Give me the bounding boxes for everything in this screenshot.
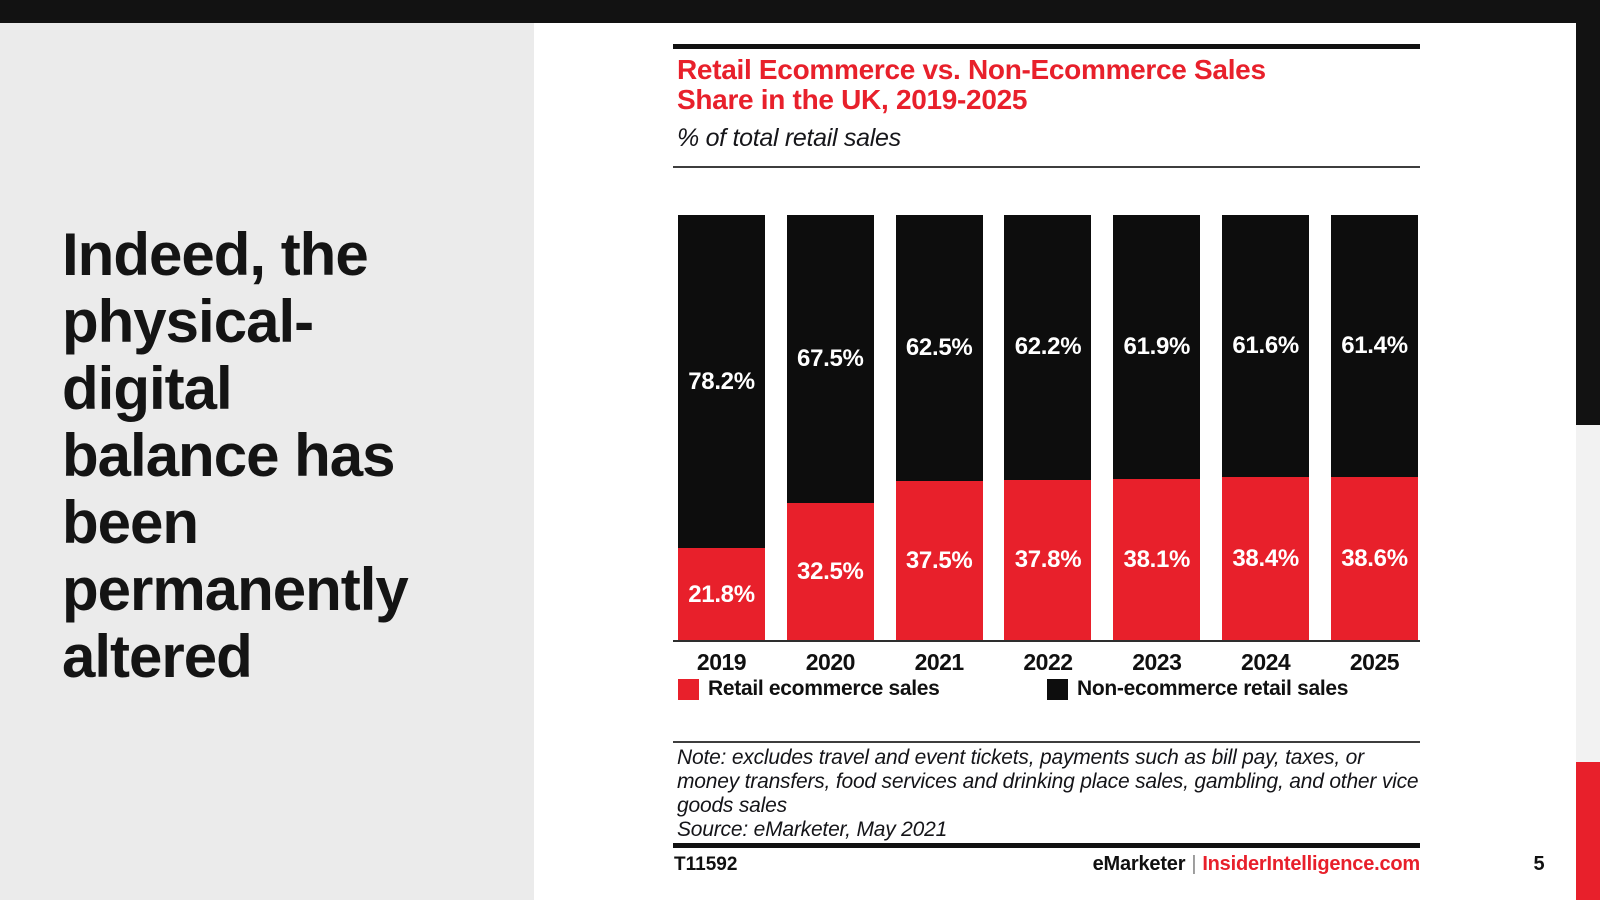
stacked-bar-2019: 78.2% 21.8%	[678, 215, 765, 641]
x-axis-label-2022: 2022	[1023, 649, 1073, 675]
segment-value-label: 61.4%	[1341, 331, 1408, 359]
stacked-bar-2021: 62.5% 37.5%	[895, 215, 983, 641]
bar-column-2022: 62.2% 37.8% 2022	[1004, 215, 1092, 676]
segment-value-label: 37.8%	[1014, 546, 1082, 574]
headline-panel: Indeed, the physical-digital balance has be…	[0, 23, 534, 900]
segment-value-label: 62.5%	[905, 334, 973, 362]
segment-non-ecommerce-2024: 61.6%	[1222, 215, 1310, 478]
chart-subtitle: % of total retail sales	[677, 124, 901, 152]
legend-swatch-non-ecommerce	[1047, 678, 1068, 700]
x-axis-label-2019: 2019	[696, 649, 747, 675]
right-edge-strip-red	[1576, 762, 1600, 900]
bar-column-2020: 67.5% 32.5% 2020	[786, 215, 874, 676]
bar-column-2024: 61.6% 38.4% 2024	[1222, 215, 1310, 676]
note-divider-rule	[673, 741, 1420, 743]
segment-value-label: 78.2%	[688, 367, 755, 395]
segment-ecommerce-2024: 38.4%	[1222, 477, 1310, 641]
headline-line: Indeed, the	[62, 221, 369, 288]
segment-non-ecommerce-2020: 67.5%	[786, 215, 874, 503]
headline-line: altered	[62, 623, 253, 690]
segment-value-label: 61.6%	[1232, 332, 1299, 360]
slide-headline: Indeed, the physical-digital balance has be…	[62, 221, 522, 690]
segment-value-label: 67.5%	[797, 344, 864, 372]
report-id: T11592	[674, 854, 738, 875]
segment-ecommerce-2019: 21.8%	[678, 548, 765, 641]
x-axis-label-2023: 2023	[1132, 649, 1182, 675]
brand-emarketer: eMarketer	[1092, 853, 1186, 875]
x-axis-label-2021: 2021	[914, 649, 965, 675]
note-line: money transfers, food services and drink…	[677, 770, 1419, 793]
chart-panel: Retail Ecommerce vs. Non-Ecommerce Sales…	[673, 0, 1420, 900]
segment-ecommerce-2022: 37.8%	[1004, 479, 1092, 641]
chart-title-line2: Share in the UK, 2019-2025	[677, 84, 1028, 115]
x-axis-label-2020: 2020	[805, 649, 856, 675]
chart-title: Retail Ecommerce vs. Non-Ecommerce Sales…	[677, 55, 1266, 115]
legend-label-ecommerce: Retail ecommerce sales	[708, 677, 940, 700]
stacked-bar-2020: 67.5% 32.5%	[786, 215, 874, 641]
segment-value-label: 61.9%	[1123, 332, 1191, 360]
x-axis-label-2024: 2024	[1241, 649, 1291, 675]
x-axis-line	[673, 640, 1420, 642]
brand-separator: |	[1191, 853, 1197, 875]
segment-non-ecommerce-2019: 78.2%	[678, 215, 765, 549]
bar-column-2023: 61.9% 38.1% 2023	[1113, 215, 1201, 676]
x-axis-label-2025: 2025	[1349, 649, 1400, 675]
legend-item-non-ecommerce: Non-ecommerce retail sales	[1047, 677, 1348, 701]
segment-value-label: 62.2%	[1014, 333, 1082, 361]
bar-column-2025: 61.4% 38.6% 2025	[1330, 215, 1418, 676]
headline-line: been	[62, 489, 199, 556]
top-rule	[673, 44, 1420, 49]
legend-item-ecommerce: Retail ecommerce sales	[678, 677, 940, 701]
headline-line: digital	[62, 355, 233, 422]
segment-non-ecommerce-2021: 62.5%	[895, 215, 983, 482]
plot-area: 78.2% 21.8% 2019 67.5% 32.5% 2020 62.5% 37.5% 20…	[678, 215, 1418, 676]
segment-non-ecommerce-2022: 62.2%	[1004, 215, 1092, 480]
source-line: Source: eMarketer, May 2021	[677, 818, 948, 841]
headline-line: balance has	[62, 422, 396, 489]
headline-line: physical-	[62, 288, 314, 355]
chart-title-line1: Retail Ecommerce vs. Non-Ecommerce Sales	[677, 54, 1266, 85]
headline-line: permanently	[62, 556, 409, 623]
brand-insider-intelligence: InsiderIntelligence.com	[1202, 853, 1420, 875]
segment-value-label: 37.5%	[905, 547, 973, 575]
segment-non-ecommerce-2025: 61.4%	[1330, 215, 1418, 477]
chart-note: Note: excludes travel and event tickets,…	[677, 746, 1420, 842]
segment-ecommerce-2025: 38.6%	[1330, 476, 1418, 641]
segment-value-label: 21.8%	[688, 580, 755, 608]
bar-column-2019: 78.2% 21.8% 2019	[678, 215, 765, 676]
note-line: Note: excludes travel and event tickets,…	[677, 746, 1364, 769]
page-number: 5	[1533, 853, 1545, 875]
segment-ecommerce-2021: 37.5%	[895, 481, 983, 641]
subtitle-divider-rule	[673, 166, 1420, 168]
stacked-bar-2022: 62.2% 37.8%	[1004, 215, 1092, 641]
stacked-bar-2025: 61.4% 38.6%	[1330, 215, 1418, 641]
right-edge-strip-black	[1576, 23, 1600, 425]
right-edge-strip-gray	[1576, 425, 1600, 762]
stacked-bar-2024: 61.6% 38.4%	[1222, 215, 1310, 641]
segment-value-label: 38.1%	[1123, 545, 1191, 573]
segment-value-label: 38.4%	[1232, 545, 1299, 573]
legend-swatch-ecommerce	[678, 678, 699, 700]
chart-footer: T11592 eMarketer | InsiderIntelligence.com	[674, 853, 1420, 876]
legend-label-non-ecommerce: Non-ecommerce retail sales	[1077, 677, 1349, 700]
segment-value-label: 38.6%	[1341, 544, 1408, 572]
brand-lockup: eMarketer | InsiderIntelligence.com	[1092, 853, 1421, 876]
note-line: goods sales	[677, 794, 787, 817]
segment-value-label: 32.5%	[797, 557, 864, 585]
chart-legend: Retail ecommerce sales Non-ecommerce ret…	[673, 677, 1420, 701]
segment-ecommerce-2020: 32.5%	[786, 502, 874, 641]
stacked-bar-2023: 61.9% 38.1%	[1113, 215, 1201, 641]
footer-rule	[673, 843, 1420, 848]
top-accent-bar	[0, 0, 1600, 23]
bar-column-2021: 62.5% 37.5% 2021	[895, 215, 983, 676]
segment-ecommerce-2023: 38.1%	[1113, 478, 1201, 641]
segment-non-ecommerce-2023: 61.9%	[1113, 215, 1201, 479]
